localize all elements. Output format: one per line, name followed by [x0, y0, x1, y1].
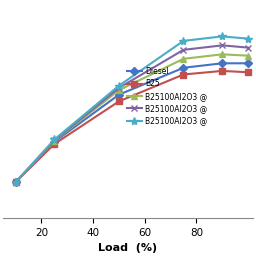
B25 — [247, 71, 250, 74]
B25100Al2O3 @ — [14, 180, 17, 184]
Diesel — [247, 62, 250, 65]
Line: Diesel: Diesel — [13, 60, 251, 185]
B25100Al2O3 @ — [221, 44, 224, 47]
Diesel — [118, 93, 121, 96]
B25100Al2O3 @ — [247, 54, 250, 57]
Line: B25100Al2O3 @: B25100Al2O3 @ — [12, 42, 251, 186]
B25100Al2O3 @ — [118, 87, 121, 90]
Diesel — [221, 62, 224, 65]
B25100Al2O3 @ — [221, 35, 224, 38]
B25 — [14, 180, 17, 184]
B25100Al2O3 @ — [118, 89, 121, 92]
B25 — [118, 100, 121, 103]
X-axis label: Load  (%): Load (%) — [98, 243, 157, 253]
B25100Al2O3 @ — [247, 46, 250, 49]
Line: B25100Al2O3 @: B25100Al2O3 @ — [12, 32, 252, 186]
B25100Al2O3 @ — [182, 48, 185, 51]
B25100Al2O3 @ — [14, 180, 17, 184]
Line: B25100Al2O3 @: B25100Al2O3 @ — [13, 51, 251, 185]
Legend: Diesel, B25, B25100Al2O3 @, B25100Al2O3 @, B25100Al2O3 @: Diesel, B25, B25100Al2O3 @, B25100Al2O3 … — [127, 67, 207, 126]
B25100Al2O3 @ — [221, 53, 224, 56]
B25100Al2O3 @ — [118, 84, 121, 87]
Diesel — [14, 180, 17, 184]
B25100Al2O3 @ — [53, 138, 56, 141]
Diesel — [182, 66, 185, 69]
B25 — [182, 73, 185, 76]
B25100Al2O3 @ — [53, 139, 56, 142]
B25100Al2O3 @ — [14, 180, 17, 184]
B25100Al2O3 @ — [182, 57, 185, 60]
Line: B25: B25 — [13, 68, 251, 185]
B25 — [53, 142, 56, 145]
B25100Al2O3 @ — [247, 37, 250, 40]
B25100Al2O3 @ — [53, 139, 56, 142]
B25100Al2O3 @ — [182, 39, 185, 42]
B25 — [221, 69, 224, 72]
Diesel — [53, 140, 56, 143]
